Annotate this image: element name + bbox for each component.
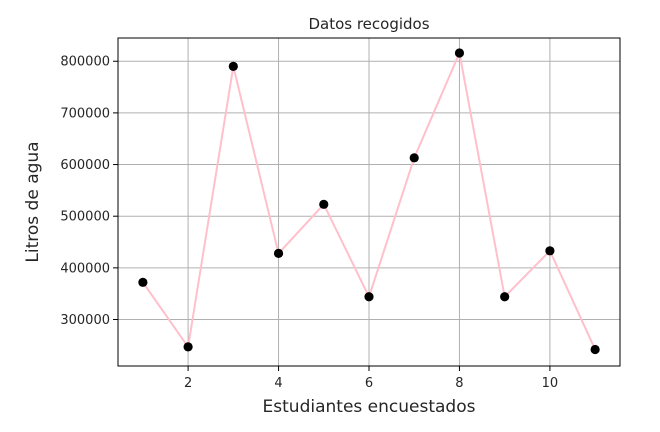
data-point [319,199,329,209]
data-point [500,292,510,302]
chart-title: Datos recogidos [308,15,429,33]
y-axis-title: Litros de agua [23,141,43,262]
data-point [228,61,238,72]
data-point [545,246,555,256]
y-tick-label: 500000 [60,210,110,225]
x-tick-label: 4 [274,376,282,391]
y-axis-ticks: 300000 400000 500000 600000 700000 800000 [60,55,118,328]
data-point [590,344,600,355]
x-tick-label: 8 [455,376,463,391]
data-point [409,153,419,163]
data-point [364,292,374,302]
y-tick-label: 300000 [60,313,110,328]
y-tick-label: 400000 [60,261,110,276]
data-point [138,277,148,287]
x-axis-ticks: 2 4 6 8 10 [184,366,558,391]
x-tick-label: 10 [542,376,559,391]
x-axis-title: Estudiantes encuestados [263,397,476,417]
y-tick-label: 800000 [60,55,110,70]
data-point [273,248,284,258]
y-tick-label: 600000 [60,158,110,173]
data-point [183,342,193,352]
data-point [454,48,465,58]
marker-layer [138,48,600,355]
x-tick-label: 2 [184,376,192,391]
x-tick-label: 6 [365,376,373,391]
y-tick-label: 700000 [60,106,110,121]
